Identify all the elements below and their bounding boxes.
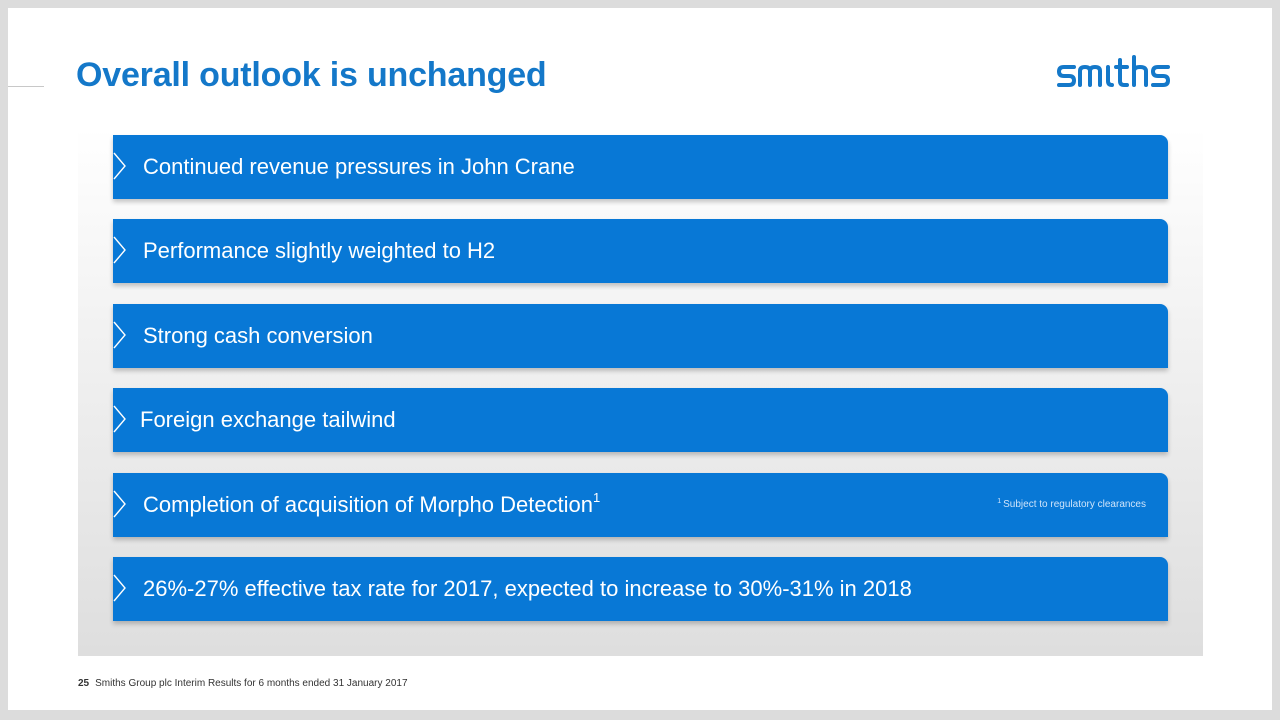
page-title: Overall outlook is unchanged [76,56,547,94]
footnote-marker: 1 [593,490,601,505]
outlook-item: 26%-27% effective tax rate for 2017, exp… [113,557,1168,621]
chevron-right-icon [113,152,126,180]
chevron-right-icon [113,490,126,518]
page-number: 25 [78,678,90,689]
chevron-right-icon [113,236,126,264]
chevron-right-icon [113,321,126,349]
smiths-logo [1056,54,1206,94]
footnote-number: 1 [997,498,1002,505]
chevron-right-icon [113,574,126,602]
outlook-item: Completion of acquisition of Morpho Dete… [113,473,1168,537]
outlook-item: Foreign exchange tailwind [113,388,1168,452]
outlook-item-text: Continued revenue pressures in John Cran… [143,154,575,179]
footer-text: Smiths Group plc Interim Results for 6 m… [95,678,408,689]
footnote: 1 Subject to regulatory clearances [997,473,1146,537]
outlook-item: Continued revenue pressures in John Cran… [113,135,1168,199]
outlook-item-text: Foreign exchange tailwind [140,407,396,432]
slide-footer: 25 Smiths Group plc Interim Results for 6… [78,678,408,689]
outlook-item-text: Strong cash conversion [143,323,373,348]
outlook-item-label: Completion of acquisition of Morpho Dete… [143,492,594,517]
footnote-text: Subject to regulatory clearances [1003,499,1146,510]
outlook-item-text: Completion of acquisition of Morpho Dete… [143,473,600,537]
outlook-item: Strong cash conversion [113,304,1168,368]
title-rule [8,86,44,87]
chevron-right-icon [113,405,126,433]
outlook-item-text: Performance slightly weighted to H2 [143,238,496,263]
outlook-item: Performance slightly weighted to H2 [113,219,1168,283]
outlook-item-text: 26%-27% effective tax rate for 2017, exp… [143,576,912,601]
slide: Overall outlook is unchanged Con [8,8,1272,710]
